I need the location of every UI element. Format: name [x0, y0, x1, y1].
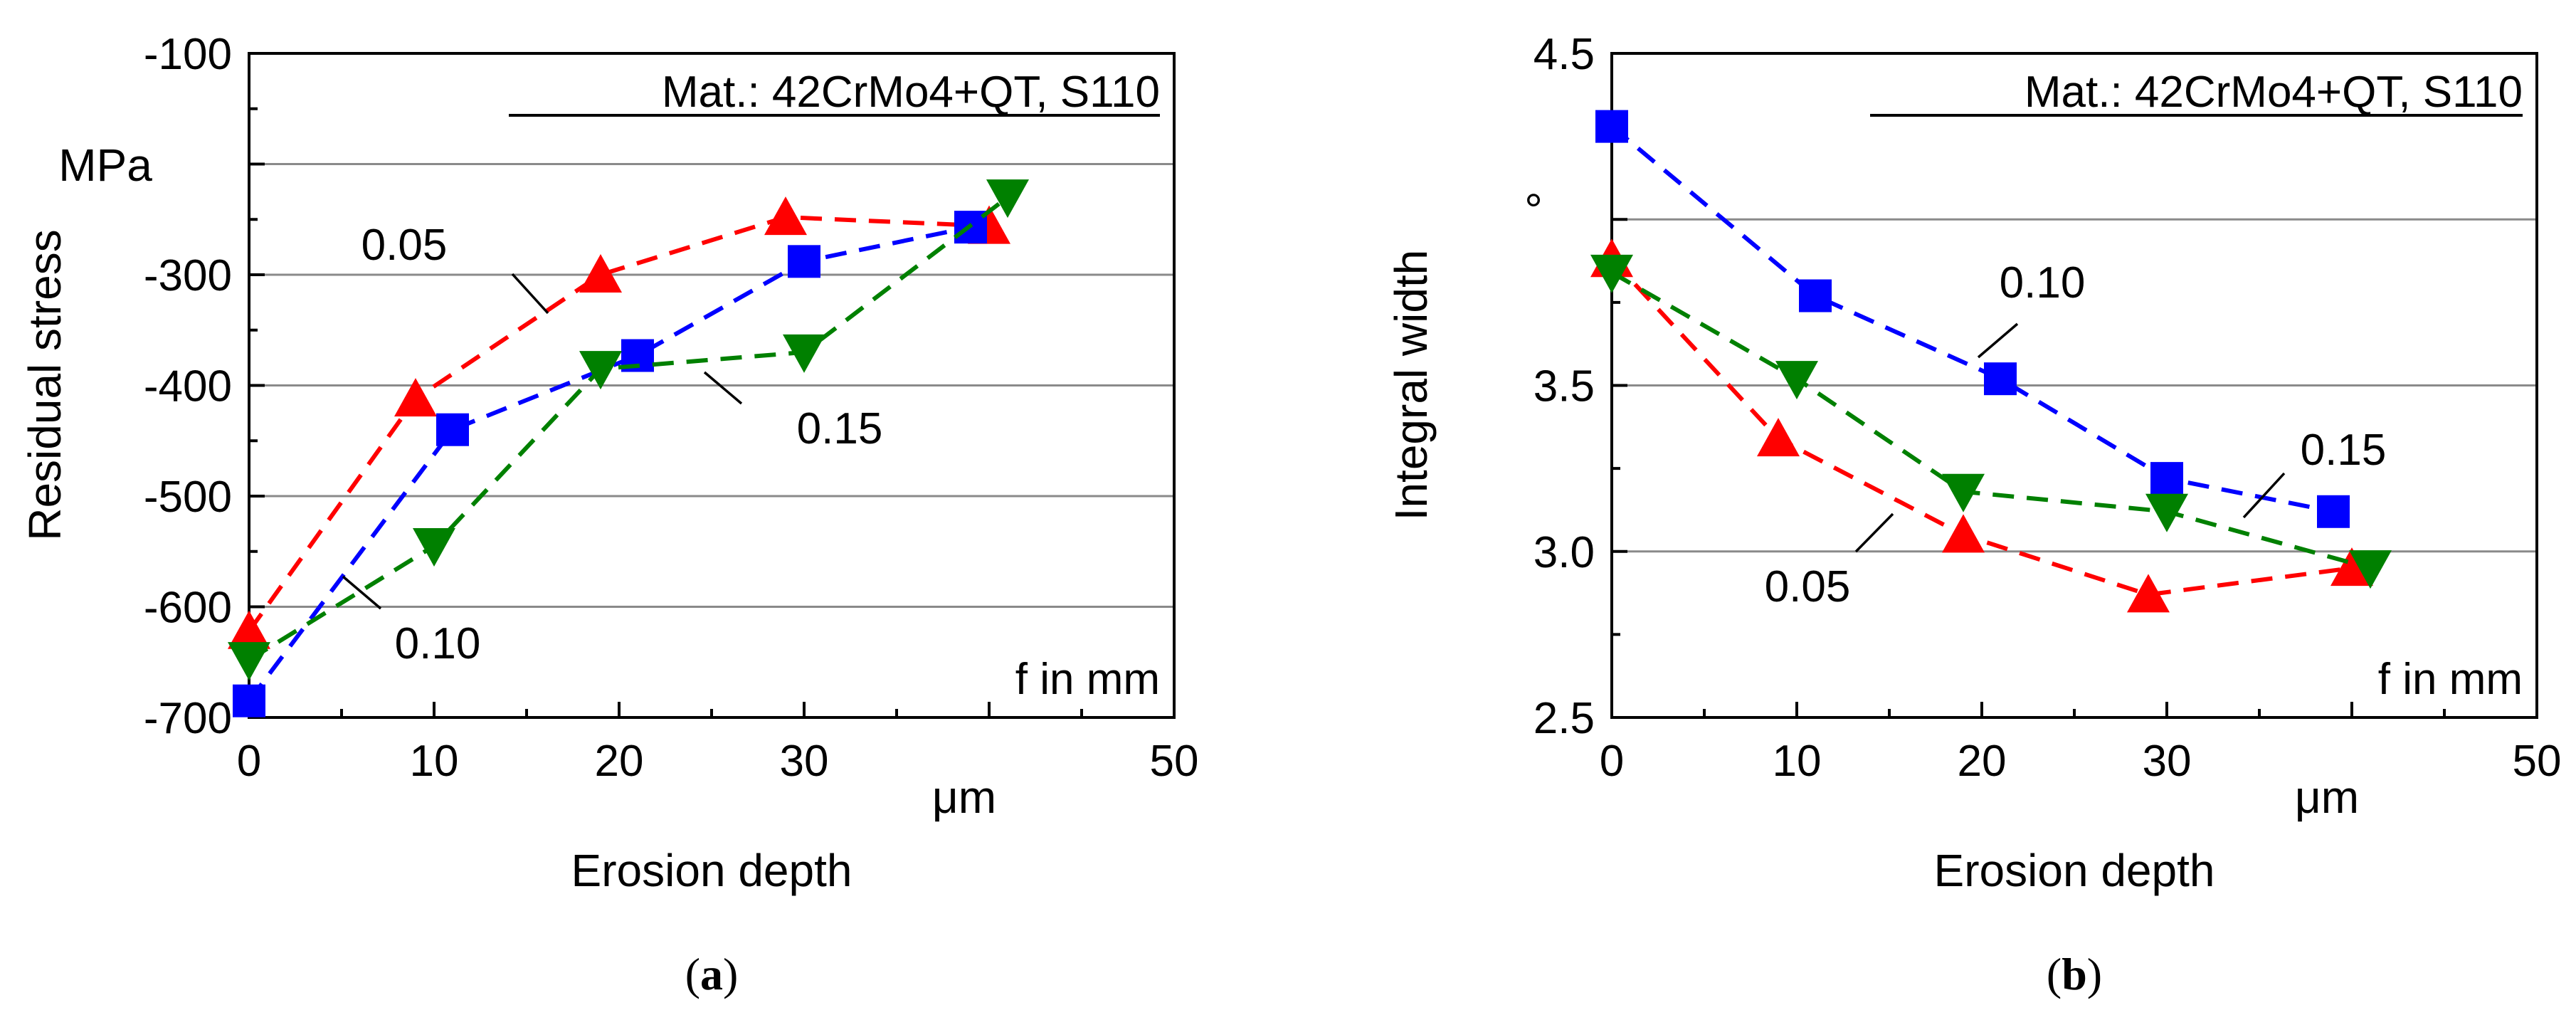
data-point [764, 196, 807, 236]
data-point [2150, 462, 2183, 495]
series-label-0-05: 0.05 [361, 221, 448, 270]
data-point [233, 684, 265, 717]
data-point [579, 351, 622, 390]
series-line [1610, 125, 2334, 514]
series-label-0-05: 0.05 [1765, 562, 1851, 611]
series-0-10 [233, 211, 987, 717]
x-tick-label: 20 [1958, 737, 2007, 786]
y-tick-label: 3.5 [1534, 362, 1595, 411]
data-point [228, 610, 270, 649]
x-tick-labels: 0 10 20 30 50 [1600, 737, 2562, 786]
label-pointer [703, 371, 743, 405]
data-point [1595, 110, 1628, 143]
data-point [1942, 514, 1985, 553]
data-point [1775, 361, 1818, 400]
data-point [394, 378, 437, 417]
y-tick-labels: 2.5 3.0 3.5 4.5 [1534, 30, 1595, 743]
data-point [1590, 254, 1633, 293]
y-tick-label: -500 [144, 473, 232, 522]
plot-frame [248, 52, 1176, 719]
series-line [1610, 270, 2371, 570]
data-point [579, 254, 622, 293]
series-0-15 [228, 179, 1029, 681]
data-point [2127, 574, 2170, 613]
y-tick-label: -700 [144, 694, 232, 743]
y-tick-label: 2.5 [1534, 694, 1595, 743]
data-point [1984, 362, 2017, 396]
x-tick-label: 0 [1600, 737, 1624, 786]
x-tick-label: 50 [1150, 737, 1199, 786]
y-tick-label: -400 [144, 362, 232, 411]
data-point [228, 642, 270, 681]
y-axis-title: Integral width [1385, 250, 1437, 521]
panel-label: (a) [685, 949, 739, 999]
y-axis-title: Residual stress [19, 229, 70, 541]
x-tick-label: 20 [595, 737, 644, 786]
y-axis-unit: MPa [58, 140, 152, 191]
label-pointer [342, 575, 382, 610]
series-0-05 [1590, 238, 2373, 613]
data-point [2317, 495, 2350, 528]
x-tick-label: 10 [1773, 737, 1822, 786]
x-tick-label: 30 [2143, 737, 2192, 786]
y-tick-label: -100 [144, 30, 232, 79]
x-tick-label: 10 [410, 737, 459, 786]
x-axis-unit: μm [2295, 772, 2359, 823]
data-point [1757, 418, 1800, 457]
series-label-0-10: 0.10 [2000, 258, 2086, 307]
y-tick-labels: -700 -600 -500 -400 -300 -100 [144, 30, 232, 743]
chart-panel-b: 2.5 3.0 3.5 4.5 0 10 20 30 50 Integral width ° μm Er… [1385, 30, 2561, 999]
data-point [2330, 547, 2373, 586]
label-pointer [2242, 472, 2286, 519]
data-point [1799, 279, 1832, 312]
y-axis-unit: ° [1524, 184, 1543, 236]
series-0-05 [228, 196, 1010, 649]
y-tick-label: 4.5 [1534, 30, 1595, 79]
series-label-0-15: 0.15 [797, 404, 883, 453]
x-axis-unit: μm [932, 772, 996, 823]
y-tick-label: -600 [144, 584, 232, 633]
material-annotation: Mat.: 42CrMo4+QT, S110 [2025, 68, 2523, 117]
series-line [247, 215, 990, 633]
material-annotation: Mat.: 42CrMo4+QT, S110 [662, 68, 1160, 117]
series-label-0-15: 0.15 [2301, 426, 2387, 475]
data-point [413, 527, 455, 567]
y-tick-label: -300 [144, 251, 232, 300]
series-0-10 [1595, 110, 2350, 528]
x-axis-title: Erosion depth [1934, 845, 2215, 896]
panel-label: (b) [2047, 949, 2102, 999]
legend-title: f in mm [1015, 655, 1160, 704]
series-label-0-10: 0.10 [395, 619, 481, 668]
y-tick-label: 3.0 [1534, 528, 1595, 577]
data-point [788, 245, 820, 278]
data-point [986, 179, 1029, 219]
legend-title: f in mm [2378, 655, 2523, 704]
x-tick-label: 30 [780, 737, 829, 786]
label-pointer [1977, 322, 2019, 359]
data-point [1942, 473, 1985, 512]
x-axis-title: Erosion depth [571, 845, 852, 896]
plot-frame [1610, 52, 2538, 719]
x-tick-label: 0 [237, 737, 261, 786]
data-point [783, 334, 825, 373]
data-point [2145, 493, 2188, 532]
data-point [436, 413, 469, 446]
x-tick-label: 50 [2513, 737, 2562, 786]
label-pointer [511, 273, 549, 315]
chart-panel-a: -700 -600 -500 -400 -300 -100 0 10 20 30 50 Residua… [19, 30, 1198, 999]
label-pointer [1854, 512, 1894, 553]
series-0-15 [1590, 254, 2392, 589]
series-line [1610, 258, 2353, 597]
data-point [2349, 550, 2392, 589]
x-tick-labels: 0 10 20 30 50 [237, 737, 1199, 786]
series-line [247, 225, 971, 703]
